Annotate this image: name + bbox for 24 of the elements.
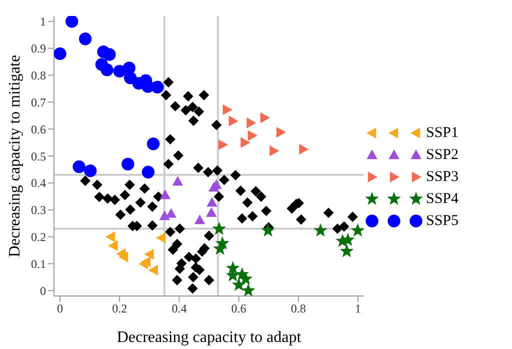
x-tick-label: 0.4 [172,302,187,316]
y-tick-label: 0.9 [31,42,46,56]
legend-label: SSP3 [426,168,459,186]
y-tick-label: 0.2 [31,230,46,244]
y-tick-label: 0 [40,284,46,298]
y-tick-label: 0.8 [31,68,46,82]
x-tick-label: 0.2 [112,302,128,316]
x-axis-title: Decreasing capacity to adapt [116,329,302,346]
legend-label: SSP2 [426,146,459,164]
y-tick-label: 0.5 [31,149,46,164]
x-tick-label: 1 [355,302,362,316]
y-tick-label: 0.7 [31,95,46,110]
y-tick-label: 0.3 [31,203,46,218]
y-tick-label: 0.4 [31,176,46,190]
x-tick-label: 0 [56,302,63,316]
y-tick-label: 0.1 [31,256,46,271]
legend-label: SSP5 [426,212,459,230]
y-tick-label: 1 [40,14,46,29]
y-axis-title: Decreasing capacity to mitigate [6,54,24,258]
y-tick-label: 0.6 [31,122,46,136]
x-tick-label: 0.6 [231,302,246,316]
legend-label: SSP4 [426,190,459,208]
x-tick-label: 0.8 [290,302,306,316]
legend-label: SSP1 [426,124,459,142]
